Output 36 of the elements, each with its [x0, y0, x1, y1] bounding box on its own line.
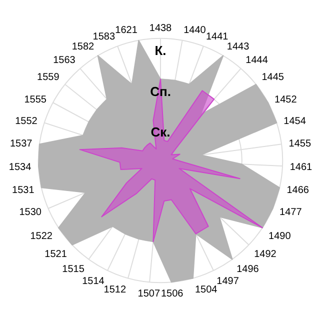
spoke-label: 1496	[236, 264, 260, 276]
spoke-label: 1521	[44, 248, 68, 260]
spoke-label: 1555	[24, 94, 47, 106]
spoke-label: 1441	[206, 31, 229, 42]
spoke-label: 1514	[82, 276, 105, 288]
spoke-label: 1522	[30, 230, 53, 242]
spoke-label: 1477	[280, 206, 302, 218]
spoke-label: 1444	[246, 55, 268, 66]
spoke-label: 1531	[12, 184, 35, 196]
spoke-label: 1537	[10, 138, 33, 150]
spoke-label: 1461	[290, 162, 313, 173]
spoke-label: 1563	[53, 55, 76, 66]
spoke-label: 1497	[216, 276, 240, 288]
spoke-label: 1438	[149, 23, 172, 34]
spoke-label: 1506	[160, 288, 184, 300]
spoke-label: 1559	[37, 72, 60, 83]
spoke-label: 1455	[288, 138, 312, 150]
y-tick-label: К.	[154, 43, 166, 58]
spoke-label: 1452	[274, 94, 298, 106]
spoke-label: 1445	[262, 72, 284, 83]
spoke-label: 1534	[8, 162, 32, 173]
spoke-label: 1466	[286, 184, 310, 196]
spoke-label: 1621	[115, 25, 138, 36]
spoke-label: 1530	[19, 206, 42, 218]
spoke-label: 1454	[284, 116, 306, 127]
spoke-label: 1507	[138, 288, 160, 300]
spoke-label: 1583	[92, 31, 116, 42]
spoke-label: 1552	[15, 116, 38, 127]
spoke-label: 1443	[226, 41, 250, 52]
spoke-label: 1504	[194, 284, 218, 296]
spoke-label: 1582	[72, 41, 95, 52]
spoke-label: 1490	[268, 230, 292, 242]
spoke-label: 1512	[104, 284, 126, 296]
spoke-label: 1440	[184, 25, 206, 36]
spoke-label: 1515	[62, 264, 85, 276]
spoke-label: 1492	[254, 248, 277, 260]
